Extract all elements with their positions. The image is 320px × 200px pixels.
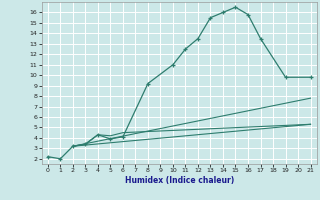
X-axis label: Humidex (Indice chaleur): Humidex (Indice chaleur) [124,176,234,185]
